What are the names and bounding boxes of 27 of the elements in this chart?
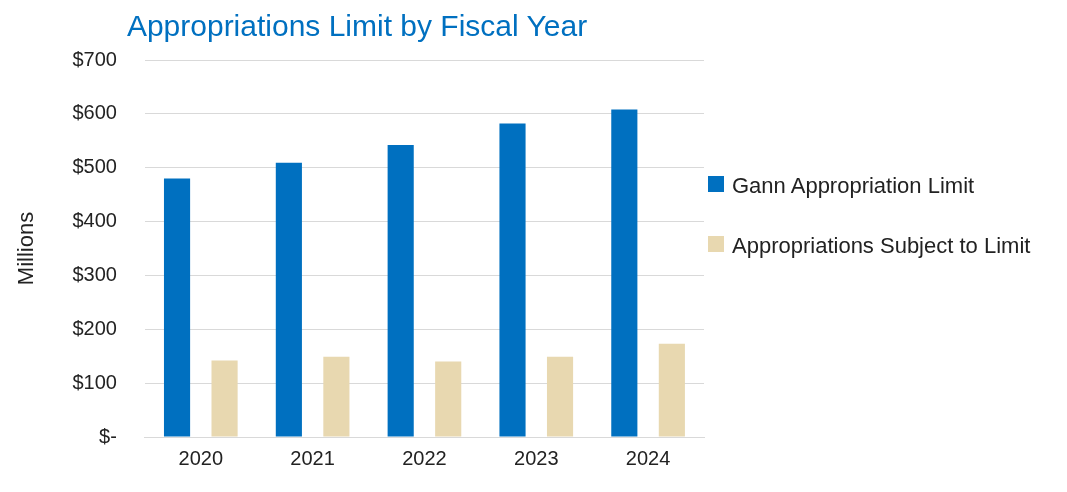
- bar: [275, 162, 302, 437]
- y-tick-label: $200: [72, 316, 117, 339]
- bar: [163, 178, 191, 437]
- y-tick-label: $600: [72, 101, 117, 124]
- y-tick-label: $400: [72, 209, 117, 232]
- x-tick-label: 2022: [402, 446, 447, 469]
- y-tick-label: $-: [99, 424, 117, 447]
- bar: [211, 360, 238, 437]
- legend-label: Appropriations Subject to Limit: [732, 231, 1031, 260]
- y-tick-label: $300: [72, 262, 117, 285]
- bar: [611, 109, 638, 437]
- bar: [435, 361, 462, 437]
- bar: [658, 343, 685, 437]
- y-tick-label: $500: [72, 155, 117, 178]
- x-tick-label: 2024: [625, 446, 671, 469]
- y-tick-label: $700: [72, 47, 117, 70]
- bar: [387, 145, 414, 437]
- bar: [546, 356, 574, 437]
- bar: [499, 123, 526, 437]
- y-tick-label: $100: [72, 370, 117, 393]
- chart-title: Appropriations Limit by Fiscal Year: [126, 9, 588, 43]
- x-tick-label: 2021: [290, 446, 335, 469]
- x-tick-label: 2020: [178, 446, 224, 469]
- y-axis-title: Millions: [13, 211, 39, 286]
- bar: [323, 356, 350, 437]
- legend-label: Gann Appropriation Limit: [732, 171, 975, 200]
- x-tick-label: 2023: [514, 446, 559, 469]
